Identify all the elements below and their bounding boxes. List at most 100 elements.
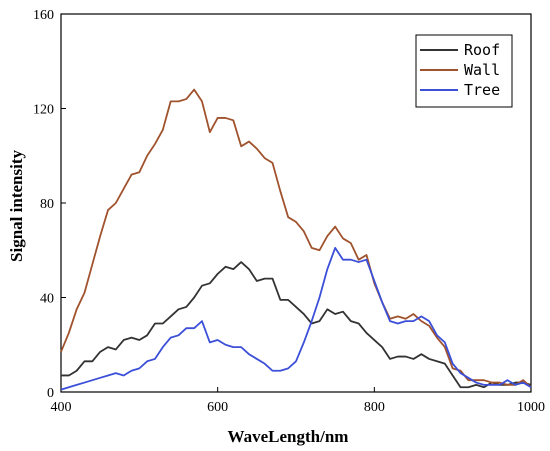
x-tick-label: 600: [207, 400, 228, 415]
data-point-tree: [248, 353, 250, 355]
data-point-wall: [224, 117, 226, 119]
data-point-tree: [467, 377, 469, 379]
data-point-tree: [60, 388, 62, 390]
data-point-tree: [177, 334, 179, 336]
data-point-roof: [295, 306, 297, 308]
data-point-roof: [122, 339, 124, 341]
data-point-tree: [185, 327, 187, 329]
data-point-tree: [506, 379, 508, 381]
data-point-tree: [334, 247, 336, 249]
data-point-tree: [303, 341, 305, 343]
data-point-tree: [224, 344, 226, 346]
data-point-wall: [491, 381, 493, 383]
data-point-tree: [357, 261, 359, 263]
data-point-roof: [232, 268, 234, 270]
data-point-roof: [162, 322, 164, 324]
data-point-roof: [350, 320, 352, 322]
data-point-roof: [436, 360, 438, 362]
data-point-roof: [334, 313, 336, 315]
data-point-tree: [107, 374, 109, 376]
data-point-wall: [318, 249, 320, 251]
data-point-roof: [428, 358, 430, 360]
data-point-tree: [389, 320, 391, 322]
data-point-wall: [342, 237, 344, 239]
data-point-wall: [279, 190, 281, 192]
data-point-tree: [326, 268, 328, 270]
data-point-wall: [522, 379, 524, 381]
data-point-tree: [271, 370, 273, 372]
data-point-roof: [389, 358, 391, 360]
data-point-tree: [295, 360, 297, 362]
data-point-wall: [91, 263, 93, 265]
data-point-roof: [420, 353, 422, 355]
data-point-roof: [83, 360, 85, 362]
data-point-roof: [138, 339, 140, 341]
data-point-tree: [240, 346, 242, 348]
y-tick-label: 120: [33, 103, 54, 118]
y-axis-title: Signal intensity: [7, 150, 26, 262]
data-point-tree: [381, 301, 383, 303]
data-point-tree: [169, 336, 171, 338]
data-point-tree: [216, 339, 218, 341]
data-point-tree: [287, 367, 289, 369]
x-tick-label: 800: [364, 400, 385, 415]
data-point-roof: [287, 299, 289, 301]
y-tick-label: 0: [47, 386, 54, 401]
data-point-wall: [185, 98, 187, 100]
data-point-roof: [224, 266, 226, 268]
data-point-wall: [303, 230, 305, 232]
data-point-tree: [310, 320, 312, 322]
data-point-wall: [334, 225, 336, 227]
data-point-tree: [342, 259, 344, 261]
y-tick-label: 80: [40, 197, 54, 212]
data-point-roof: [444, 362, 446, 364]
data-point-wall: [193, 88, 195, 90]
data-point-tree: [279, 370, 281, 372]
data-point-tree: [201, 320, 203, 322]
data-point-roof: [397, 355, 399, 357]
y-tick-label: 160: [33, 8, 54, 23]
legend-label-tree: Tree: [464, 81, 500, 99]
data-point-tree: [373, 280, 375, 282]
data-point-roof: [404, 355, 406, 357]
data-point-wall: [263, 157, 265, 159]
data-point-tree: [146, 360, 148, 362]
data-point-roof: [303, 313, 305, 315]
series-line-roof: [61, 261, 532, 389]
data-point-tree: [451, 362, 453, 364]
data-point-tree: [514, 384, 516, 386]
data-point-tree: [498, 384, 500, 386]
data-point-tree: [522, 381, 524, 383]
data-point-tree: [420, 315, 422, 317]
data-point-roof: [99, 351, 101, 353]
data-point-tree: [138, 367, 140, 369]
data-point-tree: [318, 296, 320, 298]
data-point-tree: [428, 320, 430, 322]
data-point-tree: [263, 362, 265, 364]
data-point-tree: [444, 341, 446, 343]
data-point-tree: [91, 379, 93, 381]
data-point-wall: [99, 235, 101, 237]
data-point-tree: [99, 377, 101, 379]
data-point-wall: [68, 332, 70, 334]
data-point-wall: [154, 143, 156, 145]
x-tick-label: 1000: [517, 400, 545, 415]
data-point-wall: [271, 162, 273, 164]
data-point-wall: [122, 188, 124, 190]
data-point-tree: [412, 320, 414, 322]
series-line-tree: [60, 246, 532, 391]
data-point-roof: [201, 284, 203, 286]
data-point-roof: [68, 374, 70, 376]
data-point-tree: [530, 386, 532, 388]
data-point-tree: [83, 381, 85, 383]
data-point-tree: [491, 384, 493, 386]
data-point-wall: [451, 367, 453, 369]
data-point-tree: [436, 334, 438, 336]
data-point-roof: [342, 310, 344, 312]
data-point-wall: [177, 100, 179, 102]
data-point-tree: [483, 384, 485, 386]
data-point-wall: [256, 147, 258, 149]
data-point-wall: [201, 100, 203, 102]
